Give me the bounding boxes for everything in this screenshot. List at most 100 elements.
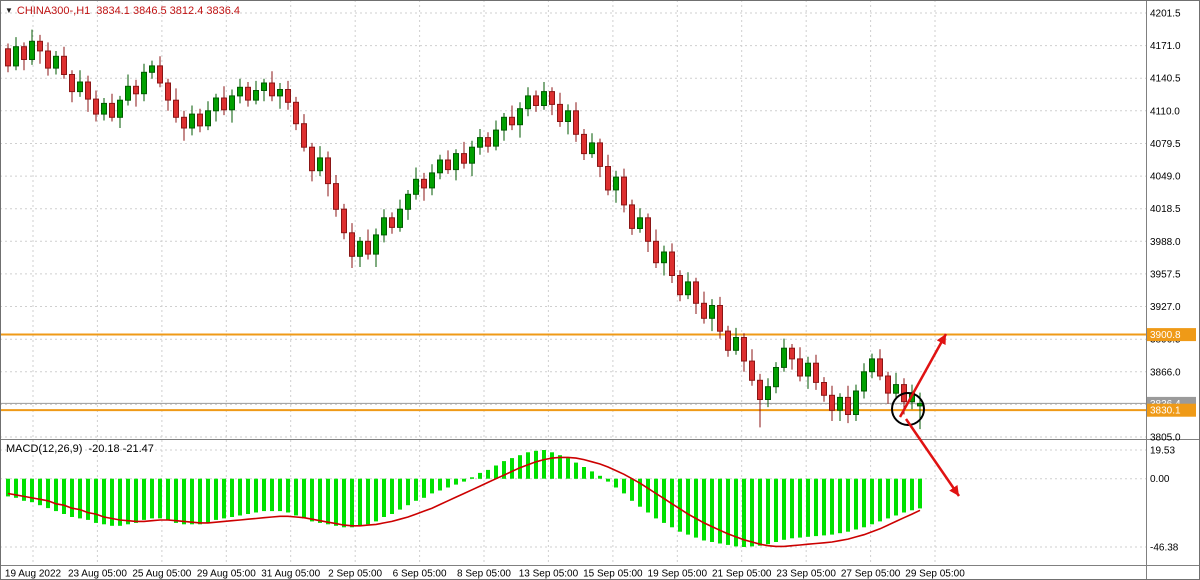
candle [405, 190, 411, 220]
candle [181, 110, 187, 141]
macd-values: -20.18 -21.47 [88, 443, 154, 455]
candle [277, 83, 283, 109]
macd-bar [334, 478, 338, 526]
candle [93, 90, 99, 122]
time-axis-labels: 19 Aug 2022 23 Aug 05:00 25 Aug 05:00 29 Au… [5, 569, 965, 580]
macd-bar [214, 478, 218, 520]
candle [269, 71, 275, 102]
candle [701, 291, 707, 324]
macd-bar [918, 478, 922, 509]
macd-bar [902, 478, 906, 513]
macd-bar [14, 478, 18, 498]
macd-bar [654, 478, 658, 519]
candle [733, 327, 739, 355]
svg-text:2 Sep 05:00: 2 Sep 05:00 [328, 569, 382, 580]
candle [357, 237, 363, 267]
svg-text:15 Sep 05:00: 15 Sep 05:00 [583, 569, 643, 580]
macd-bar [6, 478, 10, 497]
macd-bar [710, 478, 714, 542]
macd-bar [726, 478, 730, 545]
candle [349, 223, 355, 268]
macd-bar [366, 478, 370, 525]
candle [629, 199, 635, 235]
macd-bar [430, 478, 434, 494]
candle [421, 172, 427, 201]
macd-bar [782, 478, 786, 540]
candle [565, 104, 571, 135]
candle [653, 229, 659, 268]
candle [597, 138, 603, 178]
candle [309, 142, 315, 182]
candle [469, 140, 475, 177]
candle [725, 325, 731, 357]
macd-bar [278, 478, 282, 512]
candle [645, 213, 651, 252]
macd-bar [830, 478, 834, 535]
annotation-arrow-down[interactable] [904, 418, 961, 497]
macd-bar [854, 478, 858, 530]
macd-bar [894, 478, 898, 516]
macd-bar [206, 478, 210, 523]
macd-bar [126, 478, 130, 525]
svg-text:0.00: 0.00 [1150, 474, 1170, 485]
macd-bar [534, 450, 538, 479]
candle [661, 245, 667, 276]
macd-bar [182, 478, 186, 525]
symbol-title: ▼ CHINA300-,H1 3834.1 3846.5 3812.4 3836.4 [5, 5, 240, 17]
svg-text:-46.38: -46.38 [1150, 543, 1179, 554]
macd-bar [246, 478, 250, 514]
macd-bar [158, 478, 162, 519]
candle [533, 90, 539, 112]
candle [221, 86, 227, 116]
macd-bar [270, 478, 274, 512]
macd-bar [678, 478, 682, 532]
macd-bar [230, 478, 234, 517]
svg-text:4110.0: 4110.0 [1150, 106, 1180, 117]
macd-bar [790, 478, 794, 539]
macd-bar [222, 478, 226, 519]
svg-text:3927.0: 3927.0 [1150, 302, 1181, 313]
candle [197, 108, 203, 133]
candle [101, 98, 107, 121]
macd-bar [886, 478, 890, 519]
macd-bar [142, 478, 146, 520]
candle [53, 51, 59, 75]
candle [717, 296, 723, 339]
candle [589, 133, 595, 158]
svg-text:6 Sep 05:00: 6 Sep 05:00 [393, 569, 447, 580]
candle [341, 203, 347, 240]
candle [749, 349, 755, 386]
candle [453, 149, 459, 181]
candle [45, 42, 51, 76]
macd-bar [374, 478, 378, 522]
annotation-arrow-up[interactable] [898, 333, 948, 418]
macd-bar [494, 465, 498, 479]
candle [325, 151, 331, 197]
macd-bar [94, 478, 98, 523]
candle [765, 378, 771, 408]
annotation-circle[interactable] [891, 392, 925, 426]
svg-text:27 Sep 05:00: 27 Sep 05:00 [841, 569, 901, 580]
macd-bar [302, 478, 306, 519]
symbol-dropdown-icon[interactable]: ▼ [5, 6, 13, 15]
macd-bar [702, 478, 706, 541]
candle [117, 95, 123, 128]
macd-bar [878, 478, 882, 522]
macd-bar [238, 478, 242, 516]
macd-bar [294, 478, 298, 516]
svg-text:4201.5: 4201.5 [1150, 9, 1181, 20]
macd-bar [62, 478, 66, 514]
candle [397, 199, 403, 232]
candle [669, 243, 675, 283]
macd-bar [590, 471, 594, 479]
macd-bar [462, 478, 466, 482]
candle [461, 141, 467, 169]
candle [789, 344, 795, 370]
svg-text:3830.1: 3830.1 [1150, 406, 1181, 417]
candle [125, 74, 131, 106]
svg-text:3866.0: 3866.0 [1150, 367, 1181, 378]
svg-text:31 Aug 05:00: 31 Aug 05:00 [261, 569, 320, 580]
